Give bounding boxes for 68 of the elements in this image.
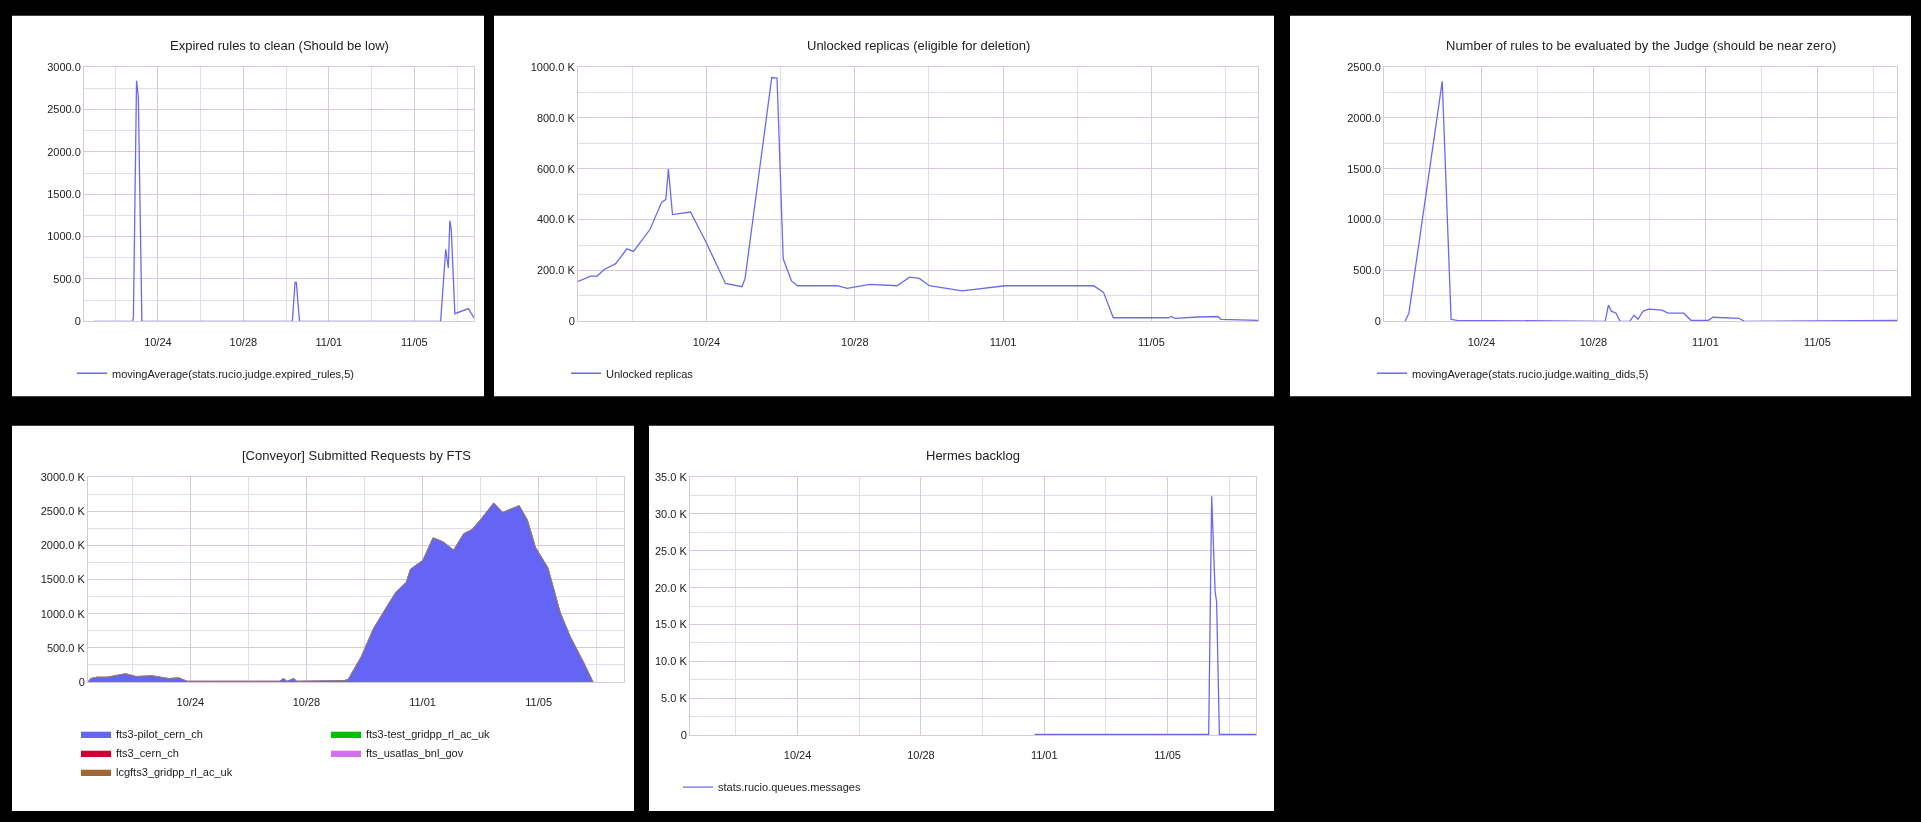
chart-title: Expired rules to clean (Should be low) — [170, 38, 389, 53]
x-tick-label: 11/05 — [1138, 335, 1165, 348]
y-tick-label: 0 — [680, 729, 687, 742]
y-tick-label: 500.0 K — [46, 641, 86, 654]
legend-label: fts3-test_gridpp_rl_ac_uk — [366, 728, 491, 741]
y-tick-label: 0 — [78, 675, 85, 688]
y-tick-label: 2000.0 — [1347, 111, 1381, 124]
y-tick-label: 500.0 — [1353, 264, 1381, 277]
y-tick-label: 35.0 K — [654, 470, 688, 483]
legend-label: lcgfts3_gridpp_rl_ac_uk — [116, 766, 233, 779]
legend-label: fts_usatlas_bnl_gov — [366, 747, 464, 760]
y-tick-label: 0 — [74, 315, 81, 328]
x-tick-label: 11/01 — [409, 696, 436, 709]
y-tick-label: 1000.0 K — [530, 60, 576, 73]
y-tick-label: 15.0 K — [654, 618, 688, 631]
chart-title: Number of rules to be evaluated by the Judge (should be near zero) — [1446, 38, 1837, 53]
x-tick-label: 11/05 — [1804, 335, 1831, 348]
legend-label: movingAverage(stats.rucio.judge.expired_rules,5) — [112, 367, 354, 380]
x-tick-label: 10/24 — [783, 749, 812, 762]
y-tick-label: 2000.0 — [47, 145, 81, 158]
y-tick-label: 10.0 K — [654, 655, 688, 668]
x-tick-label: 10/24 — [692, 335, 721, 348]
y-tick-label: 1500.0 — [47, 188, 81, 201]
x-tick-label: 11/01 — [989, 335, 1017, 348]
x-tick-label: 11/05 — [1154, 749, 1181, 762]
x-tick-label: 10/28 — [907, 749, 935, 762]
y-tick-label: 800.0 K — [536, 111, 576, 124]
y-tick-label: 200.0 K — [536, 264, 576, 277]
y-tick-label: 3000.0 K — [40, 470, 86, 483]
y-tick-label: 1000.0 K — [40, 607, 86, 620]
y-tick-label: 600.0 K — [536, 162, 576, 175]
y-tick-label: 25.0 K — [654, 544, 688, 557]
x-tick-label: 10/24 — [1467, 335, 1496, 348]
y-tick-label: 2500.0 — [1347, 60, 1381, 73]
x-tick-label: 10/24 — [176, 696, 205, 709]
y-tick-label: 2500.0 — [47, 103, 81, 116]
chart-title: [Conveyor] Submitted Requests by FTS — [242, 448, 472, 463]
y-tick-label: 1500.0 K — [40, 573, 86, 586]
y-tick-label: 1500.0 — [1347, 162, 1381, 175]
y-tick-label: 0 — [568, 315, 575, 328]
x-tick-label: 11/05 — [400, 335, 428, 348]
chart-title: Hermes backlog — [926, 448, 1020, 463]
y-tick-label: 500.0 — [53, 272, 81, 285]
x-tick-label: 11/01 — [1030, 749, 1058, 762]
legend-label: stats.rucio.queues.messages — [718, 781, 861, 794]
legend-label: movingAverage(stats.rucio.judge.waiting_dids,5) — [1412, 367, 1649, 380]
y-tick-label: 1000.0 — [47, 230, 81, 243]
x-tick-label: 11/01 — [1692, 335, 1719, 348]
y-tick-label: 3000.0 — [47, 60, 81, 73]
x-tick-label: 10/24 — [144, 335, 172, 348]
y-tick-label: 2000.0 K — [40, 539, 86, 552]
y-tick-label: 5.0 K — [661, 692, 688, 705]
x-tick-label: 10/28 — [292, 696, 321, 709]
y-tick-label: 2500.0 K — [40, 505, 86, 518]
legend-label: fts3_cern_ch — [116, 747, 179, 760]
chart-title: Unlocked replicas (eligible for deletion) — [807, 38, 1031, 53]
x-tick-label: 11/05 — [525, 696, 553, 709]
x-tick-label: 11/01 — [315, 335, 343, 348]
x-tick-label: 10/28 — [1579, 335, 1608, 348]
x-tick-label: 10/28 — [841, 335, 869, 348]
y-tick-label: 1000.0 — [1347, 213, 1381, 226]
y-tick-label: 20.0 K — [654, 581, 688, 594]
legend-label: fts3-pilot_cern_ch — [116, 728, 203, 741]
y-tick-label: 30.0 K — [654, 507, 688, 520]
y-tick-label: 0 — [1374, 315, 1381, 328]
y-tick-label: 400.0 K — [536, 213, 576, 226]
legend-label: Unlocked replicas — [606, 367, 694, 380]
x-tick-label: 10/28 — [229, 335, 258, 348]
